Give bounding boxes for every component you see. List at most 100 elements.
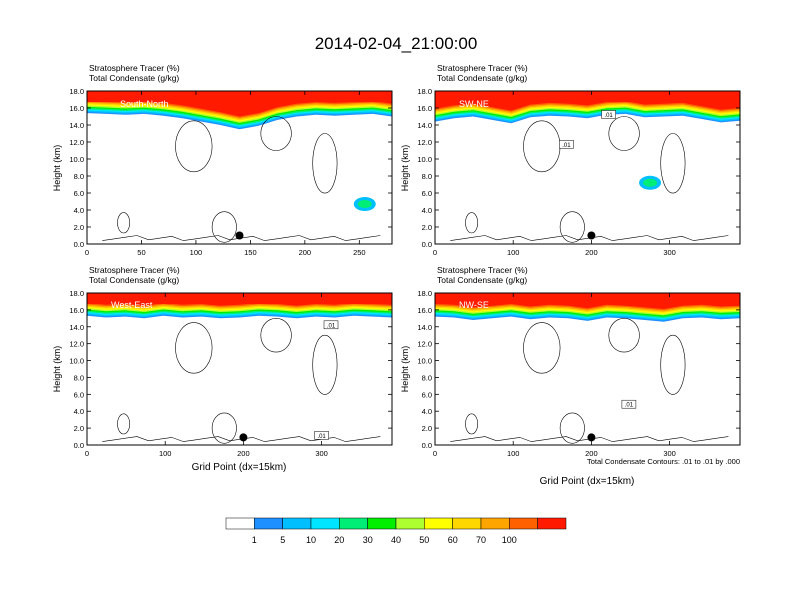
colorbar-swatch: [424, 517, 453, 530]
y-tick-label: 12.0: [69, 138, 84, 147]
x-tick-label: 300: [315, 449, 328, 458]
colorbar-swatch: [339, 517, 368, 530]
contour-label: .01: [562, 143, 571, 149]
y-tick-label: 18.0: [69, 87, 84, 96]
condensate-contour: [608, 318, 640, 353]
colorbar-swatch: [367, 517, 397, 530]
x-axis-label: Grid Point (dx=15km): [540, 476, 635, 487]
x-tick-label: 100: [159, 449, 172, 458]
condensate-contour: [117, 413, 130, 435]
colorbar-label: 20: [334, 535, 344, 545]
y-tick-label: 8.0: [74, 172, 84, 181]
x-tick-label: 300: [663, 248, 676, 257]
y-tick-label: 6.0: [74, 390, 84, 399]
condensate-contour: [175, 322, 213, 374]
location-marker: [235, 231, 244, 240]
y-tick-label: 18.0: [69, 289, 84, 298]
panel-title-line2: Total Condensate (g/kg): [89, 275, 179, 285]
panel-title-line2: Total Condensate (g/kg): [437, 275, 527, 285]
y-tick-label: 8.0: [422, 373, 432, 382]
condensate-contour: [465, 212, 478, 234]
y-tick-label: 16.0: [417, 306, 432, 315]
colorbar-swatch: [452, 517, 482, 530]
y-tick-label: 16.0: [69, 104, 84, 113]
condensate-contour: [211, 412, 237, 444]
x-tick-label: 150: [244, 248, 257, 257]
y-axis-label: Height (km): [400, 346, 410, 393]
panel-sw-ne: Stratosphere Tracer (%) Total Condensate…: [400, 63, 741, 257]
condensate-contour: [660, 334, 686, 395]
panel-title-line1: Stratosphere Tracer (%): [89, 265, 180, 275]
colorbar-label: 30: [363, 535, 373, 545]
y-tick-label: 14.0: [417, 121, 432, 130]
condensate-contour: [559, 211, 585, 243]
y-tick-label: 0.0: [74, 240, 84, 249]
panel-title-line1: Stratosphere Tracer (%): [437, 265, 528, 275]
contour-label: .01: [317, 434, 326, 440]
contour-footnote: Total Condensate Contours: .01 to .01 by…: [587, 457, 740, 466]
x-tick-label: 300: [663, 449, 676, 458]
y-tick-label: 4.0: [74, 206, 84, 215]
colorbar-swatch: [509, 517, 538, 530]
y-tick-label: 2.0: [74, 424, 84, 433]
x-tick-label: 100: [507, 248, 520, 257]
x-tick-label: 200: [299, 248, 312, 257]
contour-label: .01: [327, 323, 336, 329]
panel-section-label: SW-NE: [459, 99, 489, 109]
condensate-contour: [608, 116, 640, 151]
colorbar-swatch: [537, 517, 567, 530]
plot-frame: [86, 90, 393, 245]
y-tick-label: 6.0: [422, 189, 432, 198]
y-tick-label: 18.0: [417, 289, 432, 298]
x-tick-label: 200: [237, 449, 250, 458]
panel-title-line2: Total Condensate (g/kg): [89, 73, 179, 83]
condensate-contour: [523, 120, 561, 173]
colorbar-label: 100: [502, 535, 517, 545]
y-tick-label: 6.0: [74, 189, 84, 198]
y-tick-label: 10.0: [69, 357, 84, 366]
y-tick-label: 6.0: [422, 390, 432, 399]
contour-label: .01: [625, 403, 634, 409]
x-axis-label: Grid Point (dx=15km): [192, 462, 287, 473]
colorbar-swatch: [282, 517, 312, 530]
tracer-band: [87, 91, 392, 103]
y-tick-label: 10.0: [69, 155, 84, 164]
x-tick-label: 0: [85, 248, 89, 257]
plot-frame: [434, 292, 741, 446]
y-tick-label: 16.0: [417, 104, 432, 113]
panel-nw-se: Stratosphere Tracer (%) Total Condensate…: [400, 265, 741, 487]
colorbar-swatch: [480, 517, 510, 530]
y-tick-label: 10.0: [417, 155, 432, 164]
colorbar-label: 10: [306, 535, 316, 545]
y-axis-label: Height (km): [400, 145, 410, 192]
y-tick-label: 4.0: [422, 407, 432, 416]
colorbar-swatch: [310, 517, 340, 530]
y-tick-label: 8.0: [422, 172, 432, 181]
y-tick-label: 14.0: [69, 323, 84, 332]
y-tick-label: 14.0: [417, 323, 432, 332]
condensate-contour: [260, 318, 292, 353]
y-tick-label: 14.0: [69, 121, 84, 130]
y-tick-label: 18.0: [417, 87, 432, 96]
condensate-contour: [260, 116, 292, 151]
panel-title-line2: Total Condensate (g/kg): [437, 73, 527, 83]
figure-title: 2014-02-04_21:00:00: [315, 34, 478, 53]
condensate-contour: [523, 322, 561, 374]
y-tick-label: 8.0: [74, 373, 84, 382]
colorbar-swatch: [395, 517, 425, 530]
contour-label-box: [314, 431, 329, 440]
panel-section-label: South-North: [120, 99, 169, 109]
panel-west-east: Stratosphere Tracer (%) Total Condensate…: [52, 265, 393, 473]
y-tick-label: 12.0: [417, 340, 432, 349]
contour-label-box: [601, 110, 616, 119]
x-tick-label: 100: [190, 248, 203, 257]
y-axis-label: Height (km): [52, 145, 62, 192]
x-tick-label: 200: [585, 449, 598, 458]
y-tick-label: 0.0: [422, 240, 432, 249]
y-tick-label: 2.0: [422, 223, 432, 232]
condensate-contour: [117, 212, 130, 234]
tracer-blob: [357, 200, 372, 209]
x-tick-label: 0: [85, 449, 89, 458]
condensate-contour: [465, 413, 478, 435]
panel-title-line1: Stratosphere Tracer (%): [437, 63, 528, 73]
